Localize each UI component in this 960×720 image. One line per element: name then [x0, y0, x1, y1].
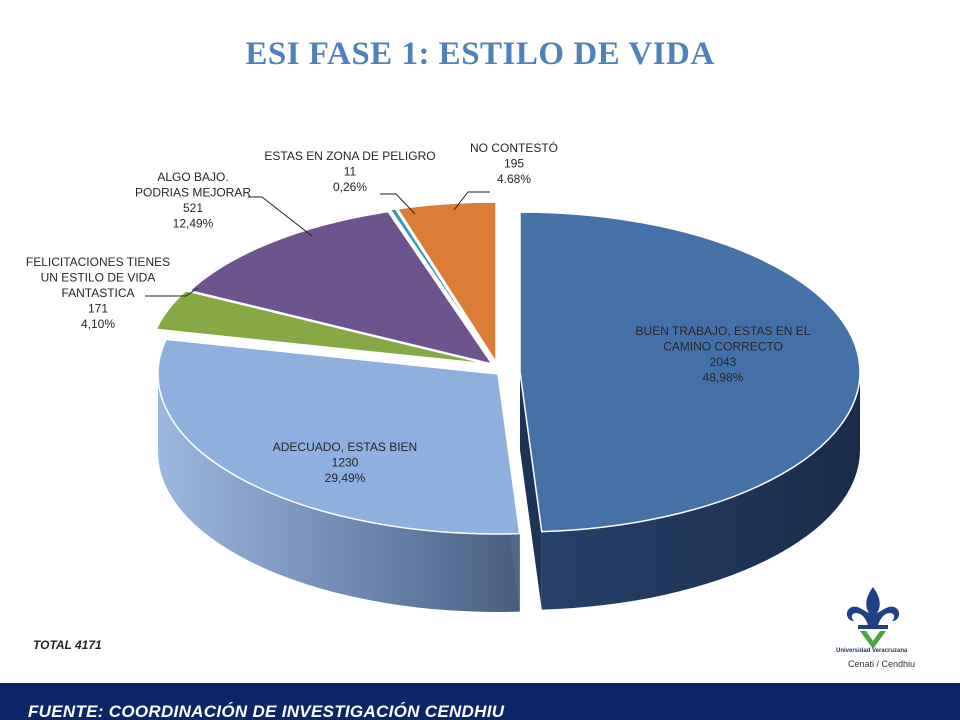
slice-leader-line-4 [380, 193, 416, 215]
slice-label-2: FELICITACIONES TIENES UN ESTILO DE VIDA FA… [26, 255, 170, 331]
slice-leader-line-2 [145, 287, 199, 297]
pie-slice-1 [157, 338, 521, 535]
slice-label-3: ALGO BAJO. PODRIAS MEJORAR 521 12,49% [135, 170, 251, 231]
logo-caption-unit: Cenati / Cendhiu [848, 659, 916, 669]
footer-source-text: FUENTE: COORDINACIÓN DE INVESTIGACIÓN CE… [28, 702, 505, 720]
pie-slice-3 [188, 210, 494, 366]
pie-slice-side-1 [158, 374, 520, 612]
fleur-de-lis-icon [846, 587, 900, 649]
slice-label-5: NO CONTESTÓ 195 4.68% [470, 140, 558, 186]
slice-leader-line-3 [248, 196, 313, 237]
slide-title: ESI FASE 1: ESTILO DE VIDA [245, 36, 715, 72]
pie-slice-0 [519, 211, 861, 533]
pie-slice-face-end-0 [520, 372, 542, 610]
total-label: TOTAL 4171 [33, 638, 102, 652]
slice-label-0: BUEN TRABAJO, ESTAS EN EL CAMINO CORRECTO… [636, 324, 811, 385]
pie-chart: BUEN TRABAJO, ESTAS EN EL CAMINO CORRECTO… [26, 140, 861, 612]
logo-caption-university: Universidad Veracruzana [836, 648, 908, 654]
slice-leader-line-5 [453, 191, 490, 211]
slice-label-1: ADECUADO, ESTAS BIEN 1230 29,49% [273, 440, 417, 485]
footer-bar: FUENTE: COORDINACIÓN DE INVESTIGACIÓN CE… [0, 683, 960, 720]
pie-slice-2 [154, 289, 489, 365]
pie-slice-5 [396, 201, 497, 365]
slice-label-4: ESTAS EN ZONA DE PELIGRO 11 0,26% [264, 149, 435, 194]
pie-slice-side-0 [541, 372, 860, 610]
university-logo [814, 583, 932, 683]
pie-slice-4 [388, 208, 495, 363]
